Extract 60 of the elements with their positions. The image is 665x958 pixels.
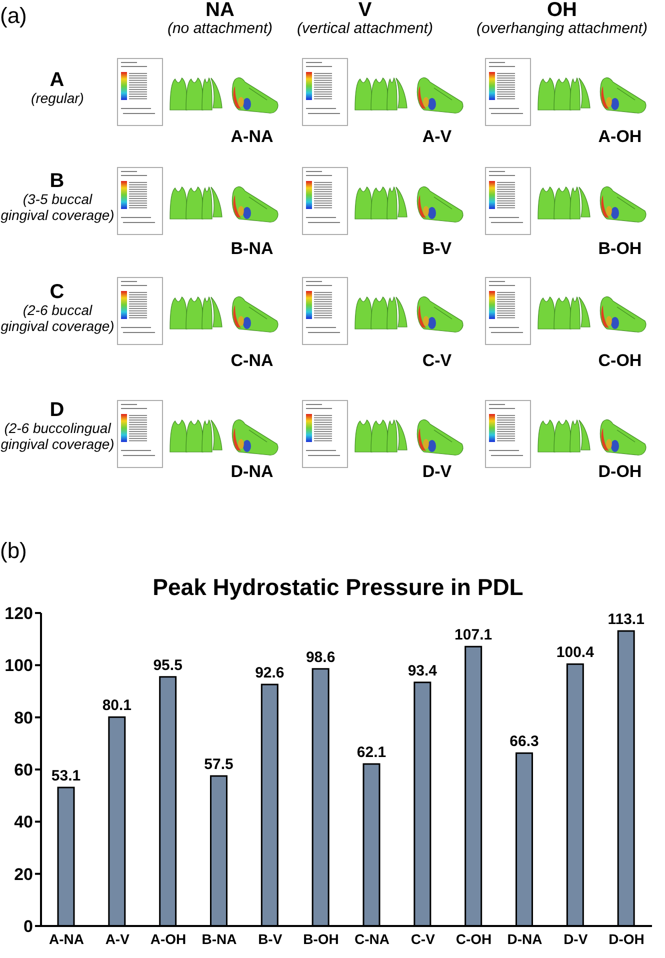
x-tick-label: A-NA [48, 930, 84, 947]
x-tick-label: D-NA [507, 930, 542, 947]
data-label: 98.6 [306, 648, 336, 666]
x-tick-label: A-V [105, 930, 130, 947]
text: (vertical attachment) [297, 20, 433, 38]
y-tick-label: 20 [14, 864, 33, 884]
text: (b) [0, 538, 27, 564]
text: V [358, 0, 372, 22]
text: (no attachment) [167, 20, 273, 38]
x-tick-label: B-NA [202, 930, 237, 947]
text: B-OH [598, 238, 642, 260]
x-tick-label: C-NA [354, 930, 390, 947]
y-tick-label: 100 [4, 656, 33, 676]
x-tick-label: B-V [258, 930, 283, 947]
y-tick-label: 40 [14, 812, 33, 832]
data-label: 53.1 [51, 767, 81, 784]
text: (2-6 buccolingual gingival coverage) [0, 420, 115, 452]
text: D [50, 398, 64, 422]
data-label: 93.4 [408, 662, 438, 680]
text: B-V [422, 238, 452, 260]
text: OH [547, 0, 577, 22]
x-tick-label: D-V [564, 930, 588, 947]
text: (2-6 buccal gingival coverage) [0, 302, 115, 334]
chart-title: Peak Hydrostatic Pressure in PDL [152, 574, 524, 602]
text: A [50, 68, 64, 92]
text: B-NA [230, 238, 274, 260]
text: D-V [422, 462, 452, 482]
text: A-OH [598, 126, 642, 148]
data-label: 100.4 [556, 644, 595, 662]
y-tick-label: 0 [24, 917, 33, 936]
text: C [50, 280, 64, 304]
data-label: 80.1 [102, 697, 132, 714]
text: A-V [422, 126, 452, 148]
text: D-NA [230, 462, 274, 482]
data-label: 66.3 [510, 733, 539, 750]
text: A-NA [230, 126, 274, 148]
y-tick-label: 60 [14, 760, 33, 780]
text: (a) [0, 2, 27, 30]
text: D-OH [598, 462, 642, 482]
text: NA [206, 0, 234, 22]
text: C-NA [230, 350, 274, 372]
text: C-OH [598, 350, 642, 372]
text: (3-5 buccal gingival coverage) [0, 191, 115, 223]
text: (regular) [30, 90, 85, 106]
text: B [50, 169, 64, 193]
x-tick-label: C-V [410, 930, 436, 947]
text: C-V [422, 350, 452, 372]
data-label: 92.6 [255, 664, 284, 682]
y-tick-label: 120 [4, 604, 33, 624]
x-tick-label: B-OH [303, 930, 339, 947]
text: (overhanging attachment) [476, 20, 648, 38]
x-tick-label: C-OH [456, 930, 492, 947]
data-label: 57.5 [204, 756, 234, 774]
y-tick-label: 80 [14, 708, 33, 728]
data-label: 95.5 [153, 656, 182, 674]
data-label: 62.1 [356, 744, 386, 762]
x-tick-label: D-OH [608, 930, 644, 947]
x-tick-label: A-OH [150, 930, 186, 947]
data-label: 107.1 [454, 626, 492, 644]
data-label: 113.1 [608, 610, 644, 628]
